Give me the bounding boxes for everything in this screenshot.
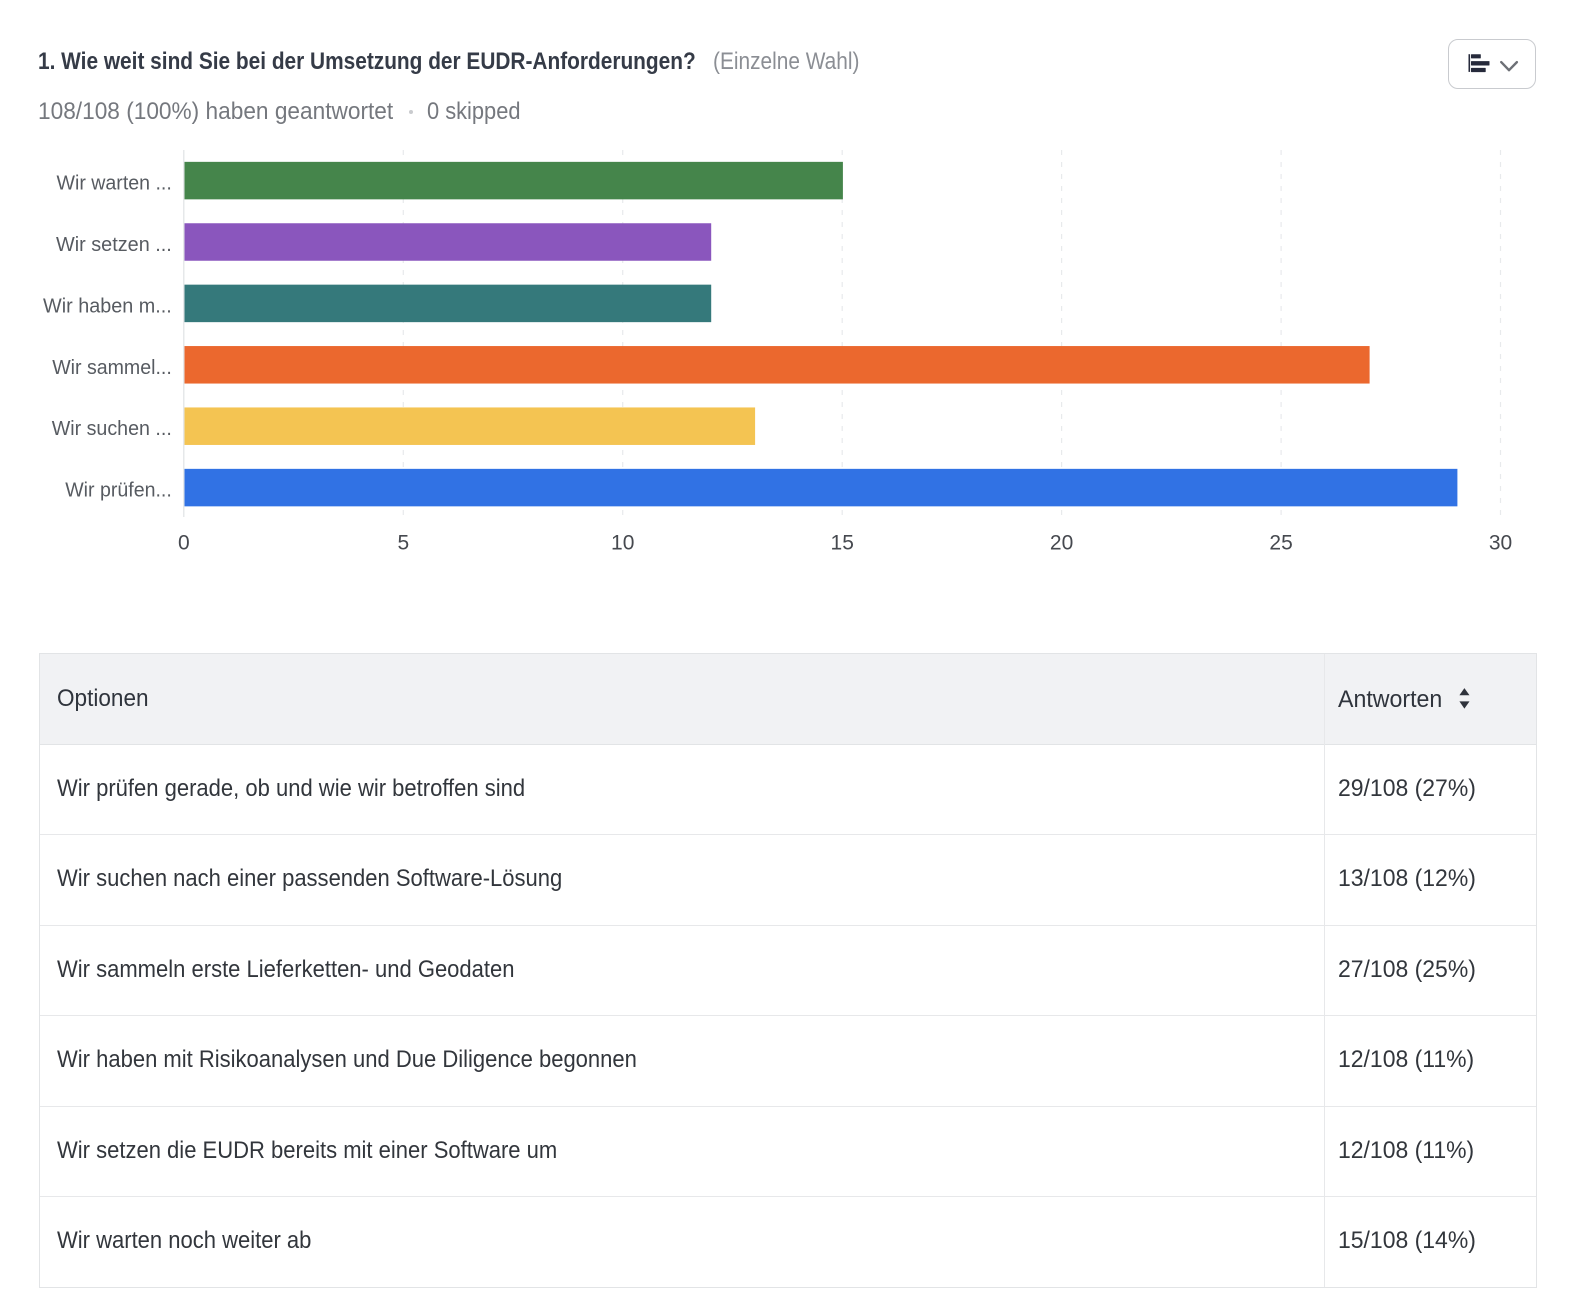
svg-text:Wir sammel...: Wir sammel... xyxy=(52,357,172,379)
svg-text:10: 10 xyxy=(611,532,634,555)
svg-text:30: 30 xyxy=(1489,532,1512,555)
svg-text:15: 15 xyxy=(831,532,854,555)
svg-text:Wir setzen ...: Wir setzen ... xyxy=(56,234,172,256)
svg-text:0: 0 xyxy=(178,532,190,555)
svg-text:5: 5 xyxy=(397,532,409,555)
svg-text:20: 20 xyxy=(1050,532,1073,555)
svg-text:25: 25 xyxy=(1269,532,1292,555)
svg-text:Wir prüfen...: Wir prüfen... xyxy=(65,480,172,502)
svg-text:Wir suchen ...: Wir suchen ... xyxy=(52,418,172,440)
svg-text:Wir haben m...: Wir haben m... xyxy=(43,295,172,317)
svg-text:Wir warten ...: Wir warten ... xyxy=(57,173,172,195)
